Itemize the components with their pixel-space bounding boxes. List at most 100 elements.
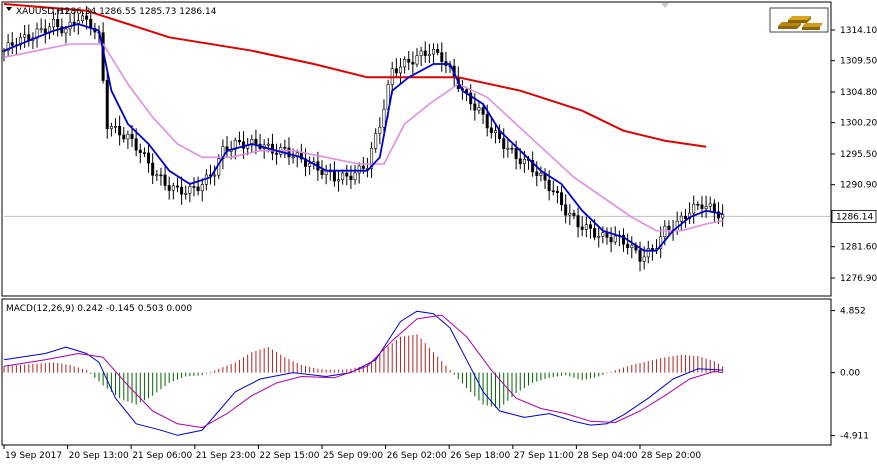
time-tick-label: 28 Sep 20:00	[641, 451, 701, 461]
time-tick-label: 22 Sep 15:00	[259, 451, 319, 461]
candle-body	[638, 249, 642, 262]
candle-body	[237, 139, 241, 143]
candle-body	[403, 59, 407, 68]
candle-body	[609, 237, 613, 243]
candle-body	[683, 215, 687, 220]
candle-body	[250, 139, 254, 146]
candle-body	[341, 172, 345, 180]
candle-body	[427, 53, 431, 56]
candle-body	[489, 127, 493, 134]
candle-body	[568, 212, 572, 216]
current-price-box	[831, 209, 877, 223]
macd-signal-line	[3, 314, 723, 429]
candle-body	[407, 59, 411, 63]
macd-panel-frame	[1, 298, 832, 446]
price-tick-label: 1295.50	[840, 150, 877, 160]
candle-body	[700, 204, 704, 209]
candle-body	[283, 147, 287, 149]
candle-body	[39, 28, 43, 31]
time-tick-label: 21 Sep 23:00	[196, 451, 256, 461]
main-series-group	[2, 3, 830, 272]
candle-body	[415, 55, 419, 65]
candle-body	[432, 49, 436, 55]
candle-body	[308, 163, 312, 167]
candle-body	[126, 133, 130, 140]
candle-body	[601, 232, 605, 237]
macd-title: MACD(12,26,9) 0.242 -0.145 0.503 0.000	[6, 304, 192, 314]
candle-body	[564, 204, 568, 216]
candle-body	[159, 174, 163, 177]
candle-body	[370, 148, 374, 169]
time-tick-label: 21 Sep 06:00	[132, 451, 192, 461]
candle-body	[423, 50, 427, 56]
candle-body	[522, 158, 526, 165]
candle-body	[254, 139, 258, 145]
time-tick-label: 26 Sep 02:00	[387, 451, 447, 461]
candle-body	[188, 186, 192, 194]
candle-body	[588, 224, 592, 229]
candle-body	[436, 49, 440, 53]
candle-body	[155, 174, 159, 177]
candle-body	[419, 50, 423, 57]
candle-body	[584, 224, 588, 230]
candle-body	[291, 156, 295, 159]
candle-body	[679, 215, 683, 222]
macd-axis: 4.852 0.00 -4.911	[831, 307, 869, 441]
candle-body	[180, 186, 184, 195]
candle-body	[349, 175, 353, 181]
candle-body	[175, 185, 179, 188]
candle-body	[171, 185, 175, 191]
candle-body	[52, 19, 56, 28]
candle-body	[626, 243, 630, 248]
candle-body	[337, 179, 341, 182]
candle-body	[510, 147, 514, 150]
macd-tick-label: -4.911	[840, 431, 869, 441]
candle-body	[147, 152, 151, 164]
macd-series-group	[3, 310, 724, 436]
candle-body	[80, 15, 84, 22]
gold-bars-icon	[769, 7, 829, 33]
candle-body	[477, 107, 481, 111]
candle-body	[535, 171, 539, 176]
candle-body	[547, 179, 551, 192]
price-tick-label: 1276.90	[840, 274, 877, 284]
price-tick-label: 1290.90	[840, 181, 877, 191]
candle-body	[287, 147, 291, 158]
symbol-dropdown-icon[interactable]	[6, 7, 12, 11]
candle-body	[493, 130, 497, 134]
candle-body	[716, 211, 720, 219]
price-tick-label: 1281.60	[840, 243, 877, 253]
candle-body	[163, 174, 167, 186]
candle-body	[167, 185, 171, 191]
time-axis: 19 Sep 2017 20 Sep 13:00 21 Sep 06:00 21 Se…	[3, 445, 701, 461]
candle-body	[613, 235, 617, 243]
candle-body	[23, 34, 27, 38]
candle-body	[118, 125, 122, 136]
candle-body	[576, 215, 580, 228]
time-tick-label: 19 Sep 2017	[5, 451, 62, 461]
candle-body	[621, 234, 625, 245]
candle-body	[560, 192, 564, 206]
candle-body	[109, 126, 113, 129]
candle-body	[266, 143, 270, 146]
candle-body	[6, 42, 10, 51]
candle-body	[593, 228, 597, 238]
ohlc-label: 1286.34 1286.55 1285.73 1286.14	[59, 7, 217, 17]
candle-body	[60, 26, 64, 34]
candle-body	[394, 68, 398, 74]
candle-body	[345, 172, 349, 177]
candle-body	[213, 174, 217, 177]
candle-body	[192, 186, 196, 188]
scroll-marker-icon[interactable]	[661, 3, 669, 8]
current-price-label: 1286.14	[836, 212, 873, 222]
candle-body	[134, 138, 138, 151]
candle-body	[481, 107, 485, 115]
candle-body	[105, 80, 109, 129]
time-tick-label: 20 Sep 13:00	[69, 451, 129, 461]
price-tick-label: 1314.10	[840, 26, 877, 36]
candle-body	[374, 133, 378, 149]
symbol-label: XAUUSD,H1	[16, 7, 70, 17]
candle-body	[114, 125, 118, 128]
candle-body	[485, 113, 489, 129]
